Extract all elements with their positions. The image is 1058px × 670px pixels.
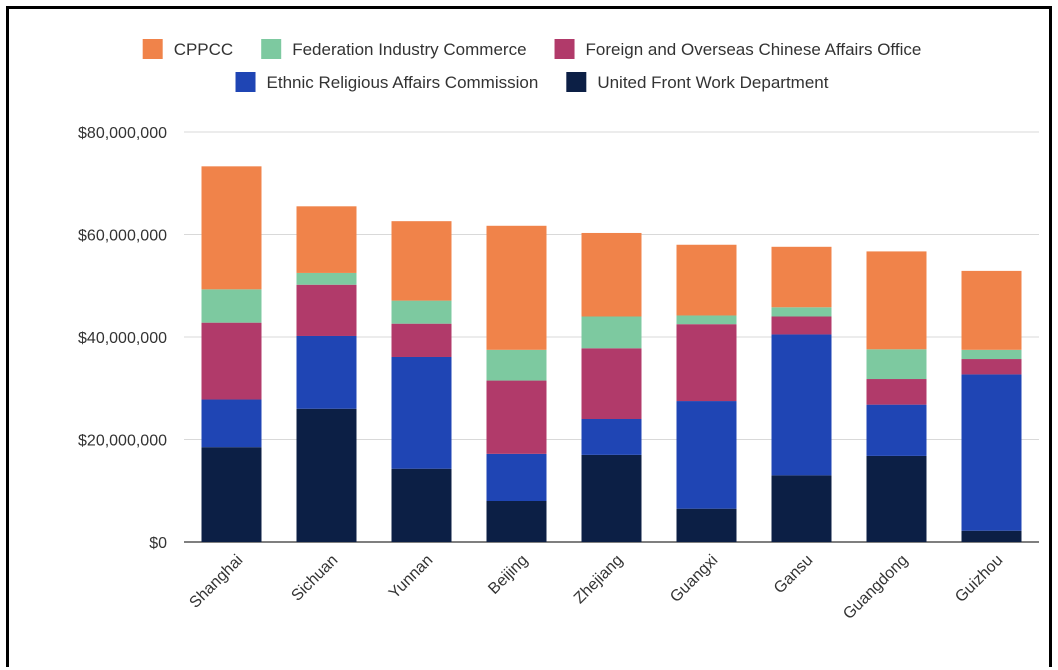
- bar-shanghai-federation-industry-commerce: [201, 289, 262, 323]
- bar-guangdong-foreign-and-overseas-chinese-affairs-office: [866, 379, 927, 405]
- x-axis: Shanghai Sichuan Yunnan Beijing Zhejiang Guan…: [186, 552, 1006, 623]
- bar-gansu-foreign-and-overseas-chinese-affairs-office: [771, 316, 832, 335]
- bar-sichuan-federation-industry-commerce: [296, 272, 357, 285]
- bar-guizhou-federation-industry-commerce: [961, 349, 1022, 360]
- bars: [201, 166, 1022, 542]
- bar-shanghai-united-front-work-department: [201, 447, 262, 542]
- bar-zhejiang-federation-industry-commerce: [581, 316, 642, 349]
- legend-swatch-ethnic-religious-affairs-commission: [235, 72, 256, 92]
- bar-guangdong-federation-industry-commerce: [866, 349, 927, 380]
- legend-row: CPPCC Federation Industry Commerce Foreign…: [142, 39, 922, 59]
- bar-guangdong-ethnic-religious-affairs-commission: [866, 404, 927, 456]
- x-tick-label: Zhejiang: [571, 552, 626, 607]
- bar-guangdong-united-front-work-department: [866, 455, 927, 542]
- x-tick-label: Guizhou: [952, 552, 1006, 606]
- bar-yunnan-foreign-and-overseas-chinese-affairs-office: [391, 323, 452, 357]
- x-tick-label: Sichuan: [288, 552, 341, 605]
- bar-sichuan-ethnic-religious-affairs-commission: [296, 335, 357, 409]
- legend: CPPCC Federation Industry Commerce Foreign…: [142, 39, 922, 92]
- bar-gansu-united-front-work-department: [771, 475, 832, 542]
- bar-guizhou-cppcc: [961, 270, 1022, 350]
- bar-zhejiang-ethnic-religious-affairs-commission: [581, 419, 642, 455]
- bar-guangxi-cppcc: [676, 244, 737, 316]
- stacked-bar-chart: CPPCC Federation Industry Commerce Foreign…: [78, 39, 1039, 623]
- bar-sichuan-cppcc: [296, 206, 357, 273]
- legend-label-united-front-work-department: United Front Work Department: [597, 73, 828, 92]
- legend-label-federation-industry-commerce: Federation Industry Commerce: [292, 40, 526, 59]
- legend-swatch-united-front-work-department: [566, 72, 587, 92]
- bar-yunnan-federation-industry-commerce: [391, 300, 452, 324]
- y-tick-label: $80,000,000: [78, 125, 167, 142]
- bar-yunnan-ethnic-religious-affairs-commission: [391, 356, 452, 469]
- legend-label-cppcc: CPPCC: [174, 40, 234, 59]
- legend-swatch-federation-industry-commerce: [261, 39, 282, 59]
- bar-yunnan-cppcc: [391, 221, 452, 301]
- legend-label-ethnic-religious-affairs-commission: Ethnic Religious Affairs Commission: [267, 73, 539, 92]
- bar-gansu-federation-industry-commerce: [771, 307, 832, 317]
- bar-sichuan-united-front-work-department: [296, 408, 357, 542]
- bar-zhejiang-united-front-work-department: [581, 454, 642, 542]
- bar-gansu-cppcc: [771, 246, 832, 308]
- bar-yunnan-united-front-work-department: [391, 468, 452, 542]
- y-axis: $0 $20,000,000 $40,000,000 $60,000,000 $80,0…: [78, 125, 167, 552]
- y-tick-label: $40,000,000: [78, 330, 167, 347]
- bar-guangxi-united-front-work-department: [676, 508, 737, 542]
- bar-guizhou-ethnic-religious-affairs-commission: [961, 374, 1022, 531]
- bar-shanghai-foreign-and-overseas-chinese-affairs-office: [201, 322, 262, 400]
- bar-guangdong-cppcc: [866, 251, 927, 350]
- x-tick-label: Guangxi: [667, 552, 721, 606]
- bar-beijing-ethnic-religious-affairs-commission: [486, 453, 547, 501]
- bar-guizhou-united-front-work-department: [961, 530, 1022, 542]
- bar-guizhou-foreign-and-overseas-chinese-affairs-office: [961, 359, 1022, 375]
- legend-label-foreign-and-overseas-chinese-affairs-office: Foreign and Overseas Chinese Affairs Off…: [586, 40, 922, 59]
- bar-guangxi-federation-industry-commerce: [676, 315, 737, 325]
- y-tick-label: $0: [149, 535, 167, 552]
- legend-swatch-cppcc: [142, 39, 163, 59]
- bar-guangxi-foreign-and-overseas-chinese-affairs-office: [676, 324, 737, 402]
- bar-gansu-ethnic-religious-affairs-commission: [771, 334, 832, 476]
- bar-beijing-united-front-work-department: [486, 501, 547, 542]
- bar-sichuan-foreign-and-overseas-chinese-affairs-office: [296, 284, 357, 336]
- x-tick-label: Yunnan: [386, 552, 436, 602]
- chart-frame: CPPCC Federation Industry Commerce Foreign…: [6, 6, 1052, 667]
- bar-beijing-foreign-and-overseas-chinese-affairs-office: [486, 380, 547, 454]
- bar-beijing-cppcc: [486, 225, 547, 350]
- x-tick-label: Gansu: [771, 552, 816, 597]
- bar-guangxi-ethnic-religious-affairs-commission: [676, 401, 737, 509]
- bar-zhejiang-cppcc: [581, 232, 642, 317]
- bar-zhejiang-foreign-and-overseas-chinese-affairs-office: [581, 348, 642, 419]
- y-tick-label: $20,000,000: [78, 433, 167, 450]
- bar-shanghai-ethnic-religious-affairs-commission: [201, 399, 262, 448]
- y-tick-label: $60,000,000: [78, 228, 167, 245]
- legend-swatch-foreign-and-overseas-chinese-affairs-office: [554, 39, 575, 59]
- x-tick-label: Guangdong: [840, 552, 911, 623]
- bar-shanghai-cppcc: [201, 166, 262, 290]
- x-tick-label: Beijing: [485, 552, 531, 598]
- bar-beijing-federation-industry-commerce: [486, 349, 547, 381]
- legend-row: Ethnic Religious Affairs Commission Unite…: [235, 72, 829, 92]
- x-tick-label: Shanghai: [186, 552, 246, 612]
